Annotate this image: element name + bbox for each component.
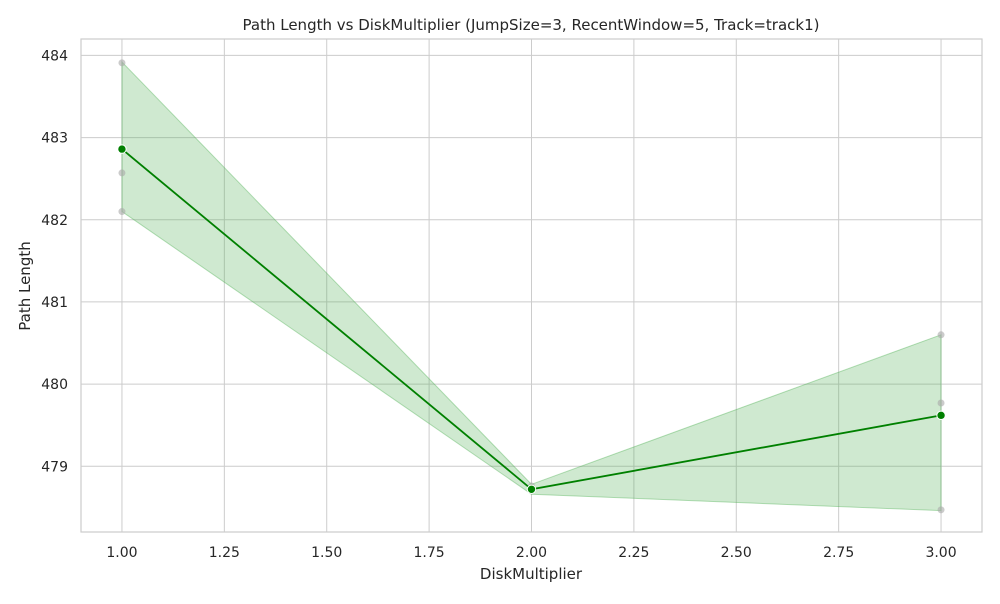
y-tick-label: 484 — [41, 48, 68, 64]
y-axis-label: Path Length — [16, 241, 34, 330]
y-axis-ticks: 479 480 481 482 483 484 — [41, 48, 68, 475]
raw-point — [118, 169, 126, 177]
x-tick-label: 2.75 — [823, 545, 854, 561]
x-tick-label: 2.25 — [618, 545, 649, 561]
x-tick-label: 2.00 — [516, 545, 547, 561]
x-tick-label: 2.50 — [721, 545, 752, 561]
y-tick-label: 483 — [41, 131, 68, 147]
y-tick-label: 480 — [41, 377, 68, 393]
mean-point — [526, 484, 537, 494]
raw-point — [118, 59, 126, 67]
series-line — [117, 144, 946, 494]
mean-point — [117, 144, 127, 154]
x-axis-ticks: 1.00 1.25 1.50 1.75 2.00 2.25 2.50 2.75 3.00 — [106, 545, 956, 561]
raw-point — [937, 506, 945, 514]
plot-frame — [80, 38, 983, 533]
x-tick-label: 1.75 — [414, 545, 445, 561]
axes-frame — [80, 38, 983, 533]
mean-point — [936, 410, 946, 421]
x-tick-label: 1.00 — [106, 545, 137, 561]
x-tick-label: 3.00 — [925, 545, 956, 561]
raw-point — [118, 208, 126, 216]
y-tick-label: 482 — [41, 213, 68, 229]
raw-point — [937, 399, 945, 407]
raw-point — [937, 331, 945, 339]
y-tick-label: 481 — [41, 295, 68, 311]
x-tick-label: 1.50 — [311, 545, 342, 561]
grid — [81, 39, 982, 532]
chart-title: Path Length vs DiskMultiplier (JumpSize=… — [243, 16, 820, 34]
y-tick-label: 479 — [41, 459, 68, 475]
x-axis-label: DiskMultiplier — [480, 565, 583, 583]
x-tick-label: 1.25 — [209, 545, 240, 561]
